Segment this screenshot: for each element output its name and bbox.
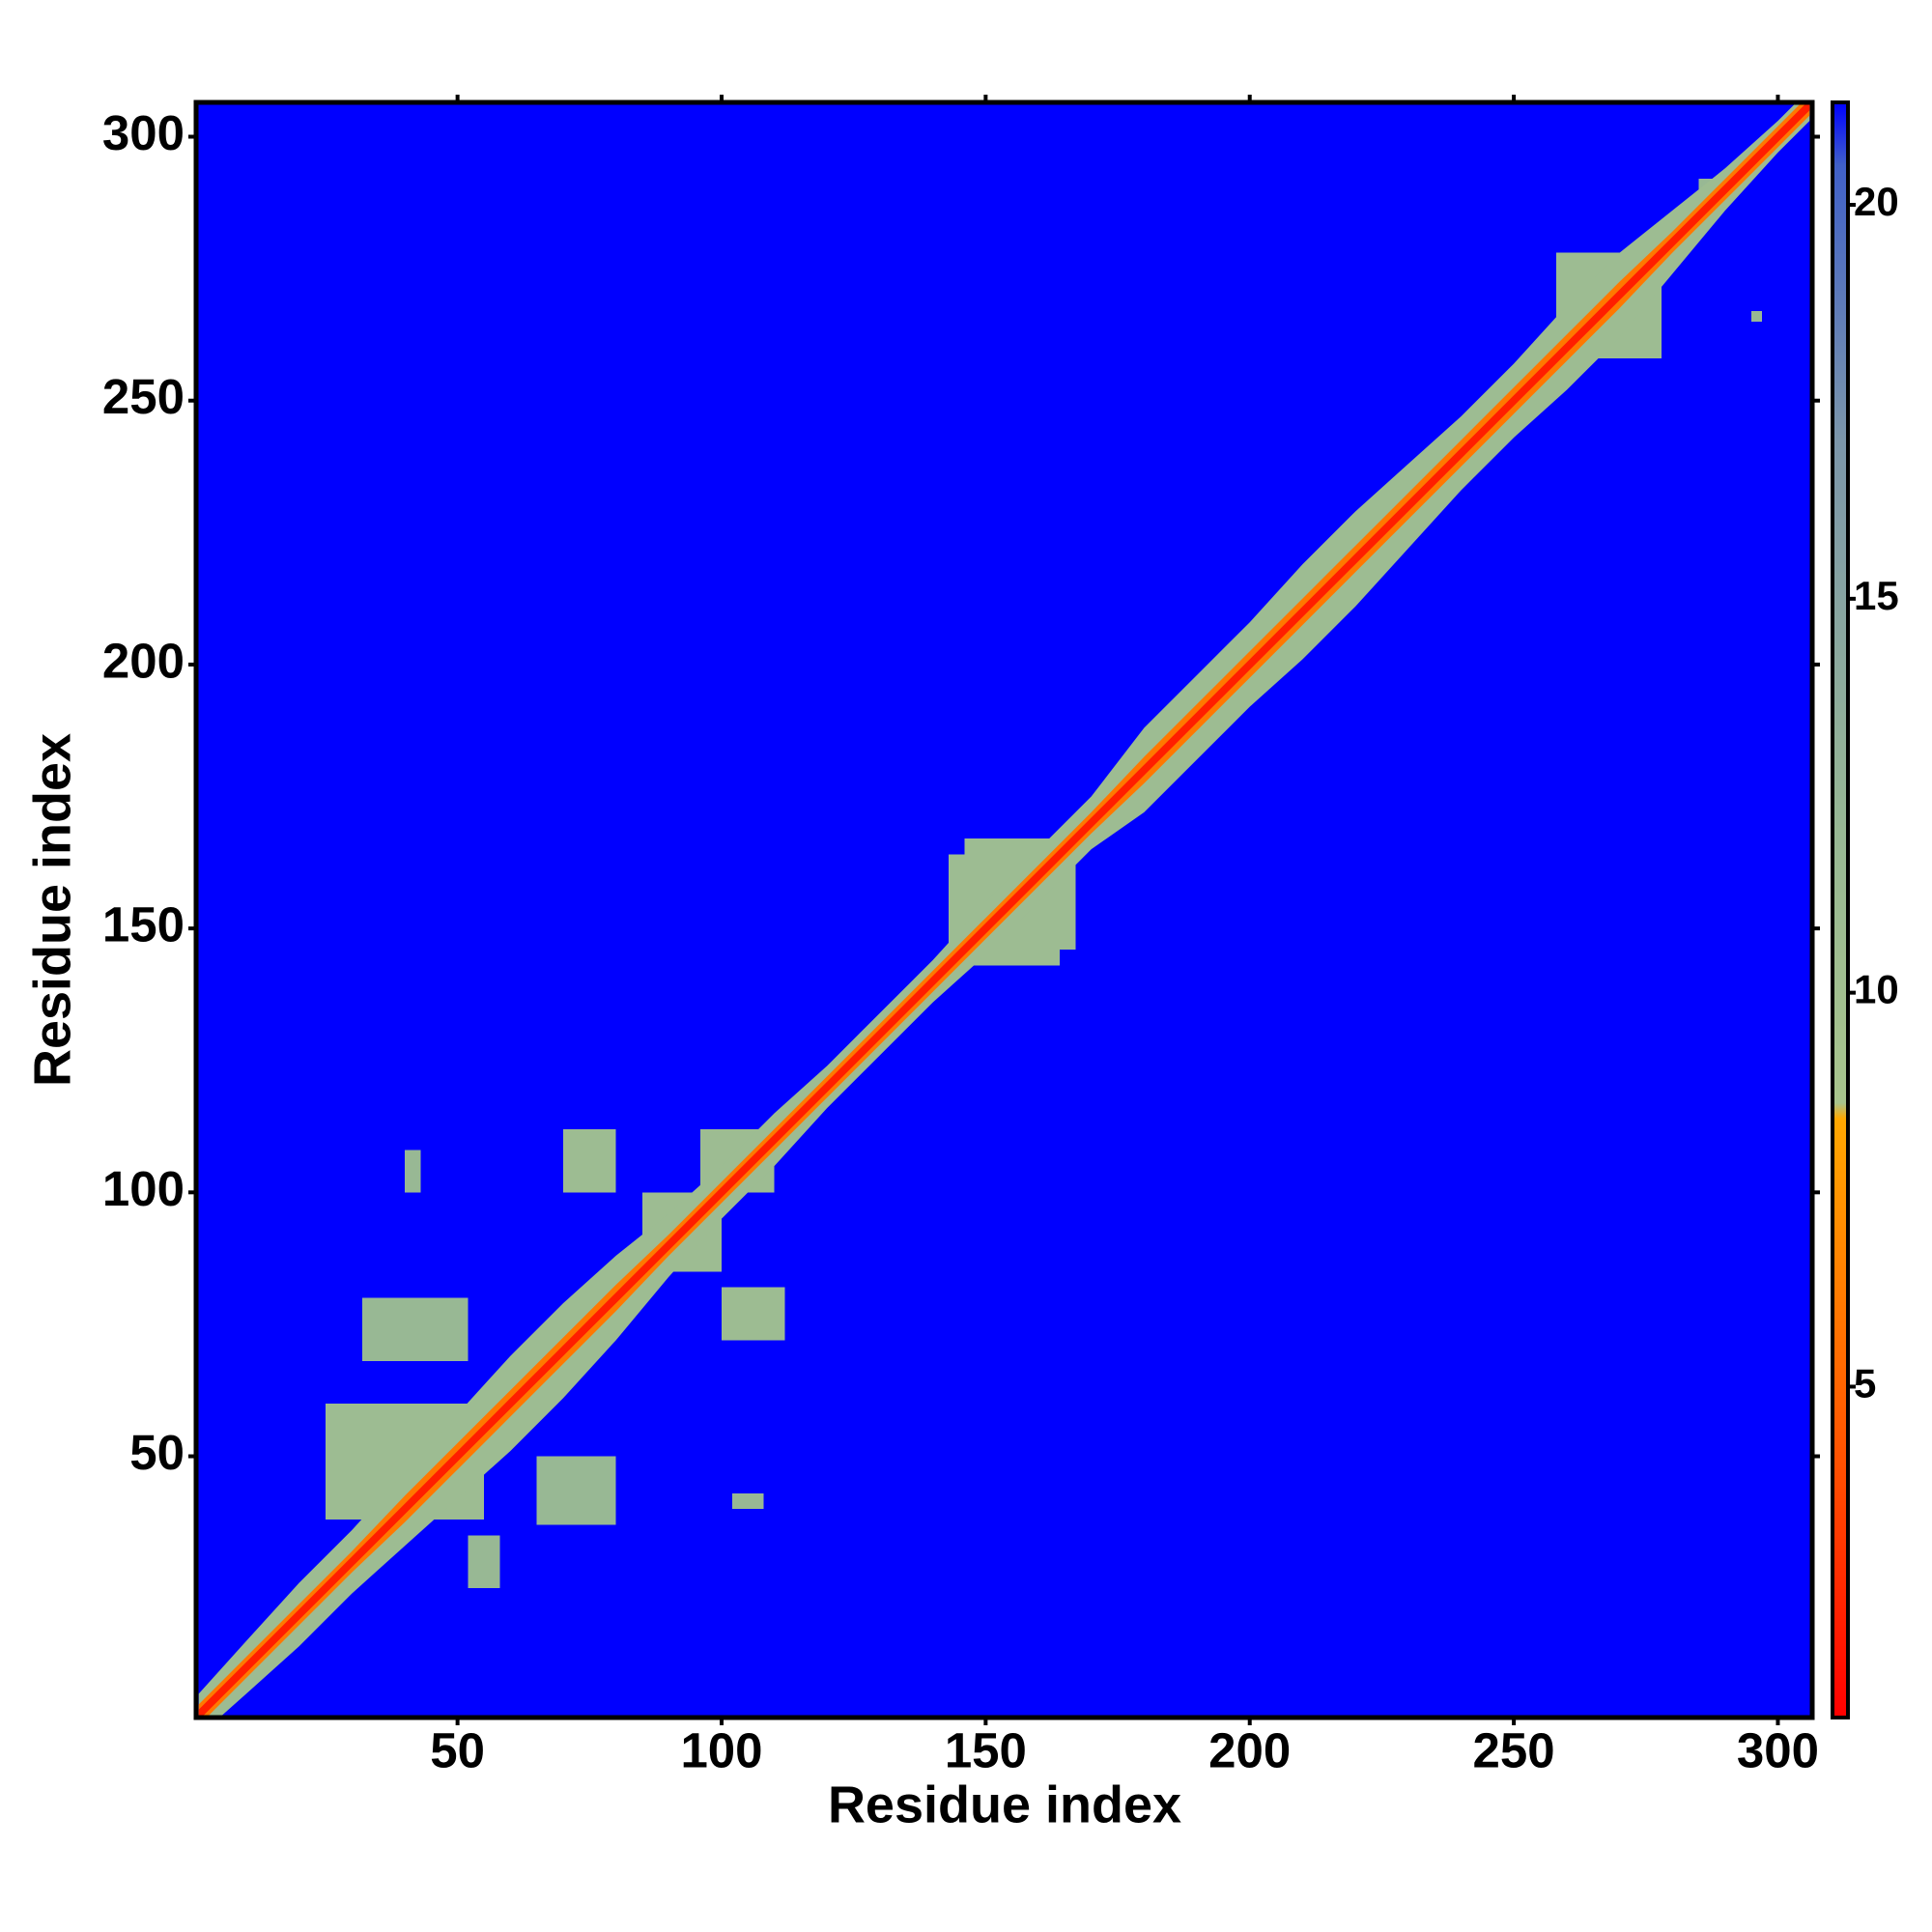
- x-axis-title: Residue index: [828, 1776, 1181, 1833]
- heatmap-patch: [404, 1150, 421, 1193]
- x-tick-label: 300: [1737, 1722, 1819, 1777]
- diagonal-band: [198, 102, 1810, 1718]
- heatmap-patch: [468, 1535, 500, 1589]
- x-tick-label: 100: [680, 1722, 762, 1777]
- x-tick-label: 150: [945, 1722, 1027, 1777]
- heatmap-patch: [536, 1456, 616, 1525]
- y-tick-label: 50: [129, 1425, 185, 1480]
- colorbar-tick-label: 20: [1854, 179, 1899, 224]
- y-axis-title: Residue index: [23, 733, 81, 1087]
- heatmap-patch: [1751, 310, 1763, 322]
- y-tick-label: 250: [102, 369, 185, 424]
- colorbar-tick-label: 5: [1854, 1361, 1876, 1406]
- colorbar-tick-label: 10: [1854, 967, 1899, 1012]
- y-tick-label: 100: [102, 1161, 185, 1216]
- heatmap-patch: [562, 1128, 616, 1193]
- y-tick-label: 300: [102, 105, 185, 160]
- x-tick-label: 200: [1208, 1722, 1291, 1777]
- heatmap-patch: [721, 1287, 785, 1341]
- x-tick-label: 250: [1473, 1722, 1555, 1777]
- heatmap-patch: [731, 1492, 764, 1510]
- plot-area: [196, 102, 1812, 1718]
- y-tick-label: 150: [102, 897, 185, 952]
- x-tick-label: 50: [430, 1722, 485, 1777]
- heatmap-patch: [362, 1297, 469, 1362]
- plot-frame: [193, 99, 1815, 1720]
- y-tick-label: 200: [102, 633, 185, 688]
- colorbar: [1831, 100, 1850, 1719]
- colorbar-tick-label: 15: [1854, 573, 1899, 618]
